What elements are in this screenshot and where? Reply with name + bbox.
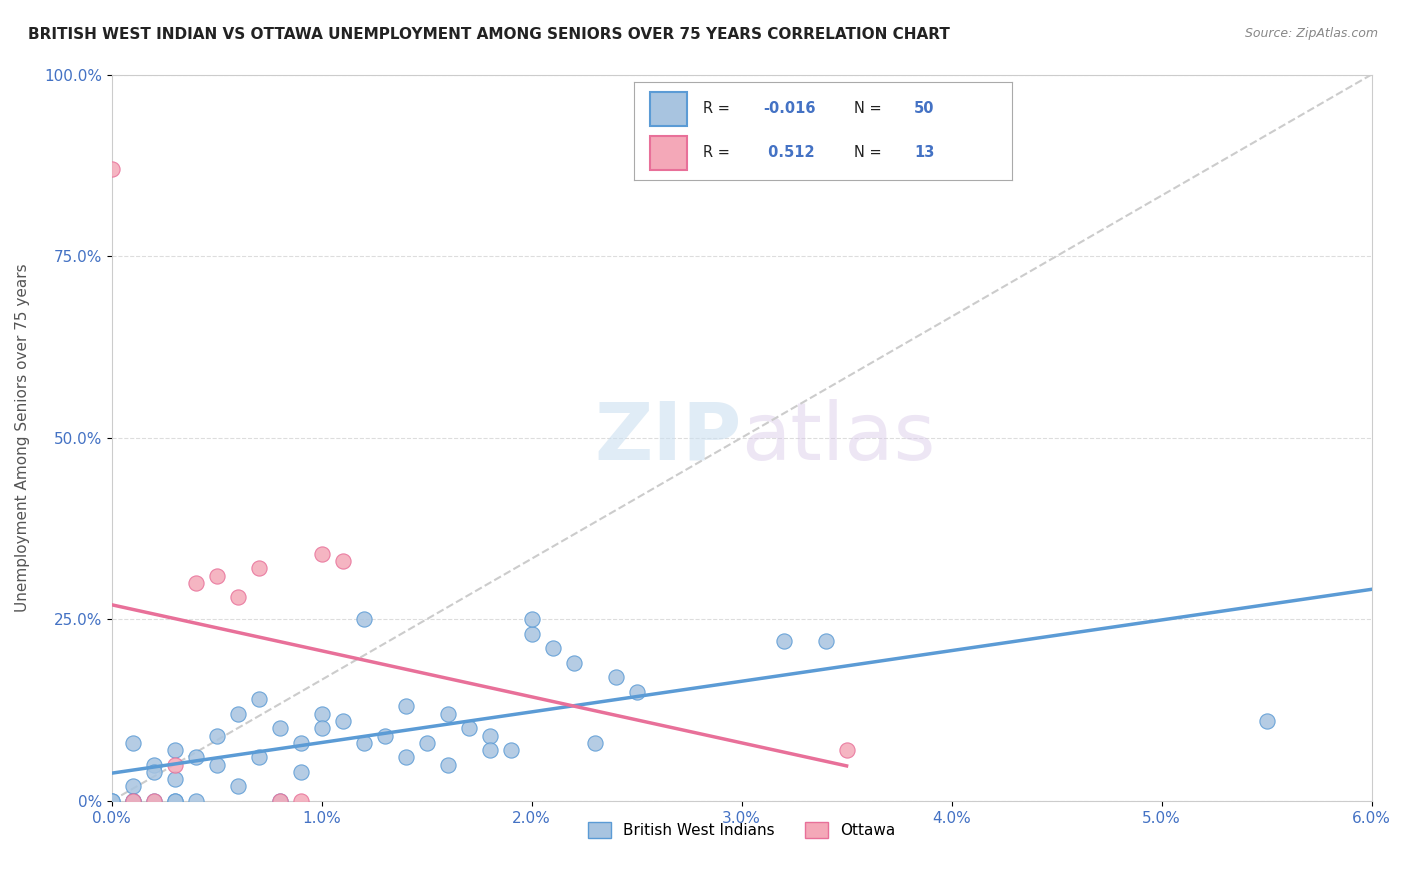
Point	[583, 736, 606, 750]
Point	[269, 721, 291, 735]
Point	[142, 794, 165, 808]
Point	[269, 794, 291, 808]
Point	[814, 634, 837, 648]
Point	[142, 764, 165, 779]
Point	[626, 685, 648, 699]
Point	[353, 736, 375, 750]
Point	[478, 729, 501, 743]
Point	[353, 612, 375, 626]
Point	[163, 743, 186, 757]
Point	[311, 547, 333, 561]
Point	[332, 714, 354, 728]
Point	[184, 794, 207, 808]
Point	[290, 736, 312, 750]
Point	[205, 729, 228, 743]
Point	[142, 794, 165, 808]
Point	[436, 706, 458, 721]
Point	[541, 641, 564, 656]
Point	[415, 736, 437, 750]
Point	[457, 721, 479, 735]
Text: ZIP: ZIP	[595, 399, 741, 476]
Point	[499, 743, 522, 757]
Point	[142, 757, 165, 772]
Point	[100, 794, 122, 808]
Legend: British West Indians, Ottawa: British West Indians, Ottawa	[582, 816, 901, 844]
Point	[520, 627, 543, 641]
Text: BRITISH WEST INDIAN VS OTTAWA UNEMPLOYMENT AMONG SENIORS OVER 75 YEARS CORRELATI: BRITISH WEST INDIAN VS OTTAWA UNEMPLOYME…	[28, 27, 950, 42]
Point	[226, 591, 249, 605]
Point	[121, 736, 143, 750]
Point	[1256, 714, 1278, 728]
Point	[226, 706, 249, 721]
Point	[184, 576, 207, 591]
Point	[374, 729, 396, 743]
Point	[247, 561, 270, 575]
Point	[163, 772, 186, 786]
Point	[311, 706, 333, 721]
Point	[163, 757, 186, 772]
Point	[226, 780, 249, 794]
Point	[562, 656, 585, 670]
Text: Source: ZipAtlas.com: Source: ZipAtlas.com	[1244, 27, 1378, 40]
Point	[394, 750, 416, 764]
Point	[100, 161, 122, 176]
Point	[269, 794, 291, 808]
Point	[121, 794, 143, 808]
Point	[121, 780, 143, 794]
Point	[290, 764, 312, 779]
Text: atlas: atlas	[741, 399, 936, 476]
Point	[520, 612, 543, 626]
Y-axis label: Unemployment Among Seniors over 75 years: Unemployment Among Seniors over 75 years	[15, 263, 30, 612]
Point	[184, 750, 207, 764]
Point	[332, 554, 354, 568]
Point	[311, 721, 333, 735]
Point	[247, 692, 270, 706]
Point	[205, 568, 228, 582]
Point	[121, 794, 143, 808]
Point	[436, 757, 458, 772]
Point	[163, 794, 186, 808]
Point	[772, 634, 794, 648]
Point	[605, 670, 627, 684]
Point	[478, 743, 501, 757]
Point	[163, 794, 186, 808]
Point	[100, 794, 122, 808]
Point	[205, 757, 228, 772]
Point	[290, 794, 312, 808]
Point	[247, 750, 270, 764]
Point	[835, 743, 858, 757]
Point	[121, 794, 143, 808]
Point	[394, 699, 416, 714]
